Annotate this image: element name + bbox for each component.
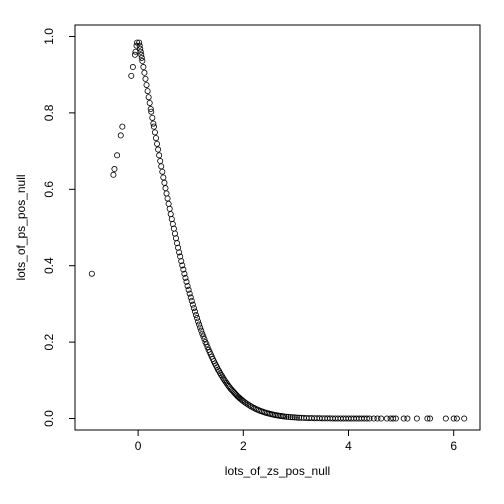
data-point	[164, 191, 169, 196]
y-tick-label: 1.0	[42, 28, 56, 45]
data-point	[163, 186, 168, 191]
data-point	[154, 141, 159, 146]
data-series	[89, 40, 467, 421]
data-point	[379, 416, 384, 421]
data-point	[167, 206, 172, 211]
data-point	[143, 76, 148, 81]
data-point	[142, 70, 147, 75]
data-point	[144, 82, 149, 87]
data-point	[156, 147, 161, 152]
data-point	[197, 322, 202, 327]
data-point	[193, 312, 198, 317]
y-tick-label: 0.6	[42, 181, 56, 198]
data-point	[169, 216, 174, 221]
data-point	[147, 100, 152, 105]
x-axis-label: lots_of_zs_pos_null	[225, 464, 330, 478]
x-tick-label: 6	[450, 439, 457, 453]
data-point	[199, 328, 204, 333]
plot-box	[75, 25, 480, 430]
data-point	[133, 49, 138, 54]
data-point	[162, 180, 167, 185]
data-point	[114, 153, 119, 158]
data-point	[152, 130, 157, 135]
x-tick-label: 4	[345, 439, 352, 453]
data-point	[405, 416, 410, 421]
chart-svg: 0 2 4 6 0.0 0.2 0.4 0.6 0.8 1.0 lots_of_zs_pos_nul…	[0, 0, 504, 504]
data-point	[158, 158, 163, 163]
data-point	[145, 88, 150, 93]
data-point	[462, 416, 467, 421]
data-point	[151, 124, 156, 129]
y-tick-label: 0.4	[42, 257, 56, 274]
data-point	[198, 325, 203, 330]
data-point	[443, 416, 448, 421]
y-tick-label: 0.2	[42, 333, 56, 350]
x-tick-label: 2	[240, 439, 247, 453]
data-point	[165, 196, 170, 201]
data-point	[129, 73, 134, 78]
data-point	[159, 164, 164, 169]
data-point	[195, 319, 200, 324]
data-point	[140, 58, 145, 63]
data-point	[194, 315, 199, 320]
data-point	[157, 153, 162, 158]
data-point	[112, 166, 117, 171]
data-point	[192, 309, 197, 314]
data-point	[111, 172, 116, 177]
data-point	[89, 271, 94, 276]
data-point	[161, 175, 166, 180]
y-tick-label: 0.0	[42, 410, 56, 427]
data-point	[146, 95, 151, 100]
data-point	[153, 135, 158, 140]
data-point	[160, 169, 165, 174]
data-point	[120, 124, 125, 129]
y-axis-label: lots_of_ps_pos_null	[14, 174, 28, 280]
scatter-chart: 0 2 4 6 0.0 0.2 0.4 0.6 0.8 1.0 lots_of_zs_pos_nul…	[0, 0, 504, 504]
data-point	[130, 64, 135, 69]
data-point	[454, 416, 459, 421]
y-tick-label: 0.8	[42, 104, 56, 121]
data-point	[414, 416, 419, 421]
x-tick-label: 0	[135, 439, 142, 453]
data-point	[191, 306, 196, 311]
data-point	[150, 115, 155, 120]
data-point	[168, 212, 173, 217]
data-point	[118, 133, 123, 138]
data-point	[141, 64, 146, 69]
data-point	[166, 201, 171, 206]
